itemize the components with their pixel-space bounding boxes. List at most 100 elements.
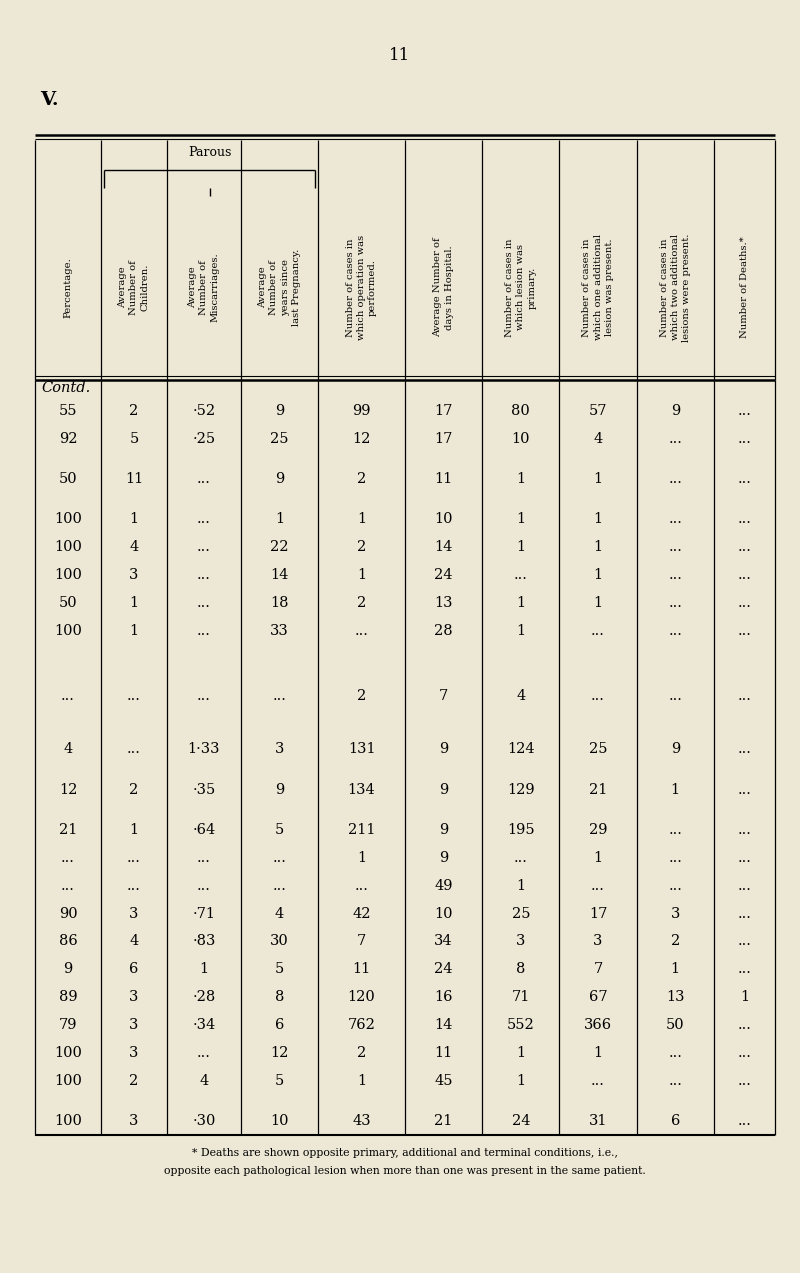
Text: 100: 100: [54, 1046, 82, 1060]
Text: Number of cases in
which two additional
lesions were present.: Number of cases in which two additional …: [660, 233, 691, 341]
Text: 55: 55: [58, 404, 78, 418]
Text: ·71: ·71: [193, 906, 215, 920]
Text: 2: 2: [130, 404, 138, 418]
Text: 4: 4: [275, 906, 284, 920]
Text: ...: ...: [668, 624, 682, 638]
Text: ...: ...: [738, 906, 751, 920]
Text: 1: 1: [516, 512, 526, 526]
Text: 1: 1: [594, 568, 602, 582]
Text: 3: 3: [670, 906, 680, 920]
Text: ...: ...: [738, 540, 751, 554]
Text: 2: 2: [130, 783, 138, 797]
Text: 31: 31: [589, 1114, 607, 1128]
Text: 71: 71: [512, 990, 530, 1004]
Text: Number of cases in
which one additional
lesion was present.: Number of cases in which one additional …: [582, 234, 614, 340]
Text: 124: 124: [507, 742, 534, 756]
Text: ...: ...: [197, 850, 211, 864]
Text: 5: 5: [130, 432, 138, 446]
Text: ...: ...: [197, 596, 211, 610]
Text: 100: 100: [54, 540, 82, 554]
Text: 1: 1: [516, 624, 526, 638]
Text: 24: 24: [434, 568, 453, 582]
Text: 9: 9: [670, 742, 680, 756]
Text: ...: ...: [738, 568, 751, 582]
Text: ...: ...: [668, 1046, 682, 1060]
Text: Number of cases in
which lesion was
primary.: Number of cases in which lesion was prim…: [506, 238, 537, 337]
Text: 100: 100: [54, 1073, 82, 1087]
Text: ·34: ·34: [192, 1018, 215, 1032]
Text: 1: 1: [594, 540, 602, 554]
Text: 1: 1: [594, 472, 602, 486]
Text: Average
Number of
Children.: Average Number of Children.: [118, 260, 150, 314]
Text: 129: 129: [507, 783, 534, 797]
Text: 11: 11: [125, 472, 143, 486]
Text: ...: ...: [738, 596, 751, 610]
Text: ·64: ·64: [192, 822, 215, 836]
Text: 33: 33: [270, 624, 289, 638]
Text: 24: 24: [434, 962, 453, 976]
Text: ...: ...: [668, 512, 682, 526]
Text: ...: ...: [668, 1073, 682, 1087]
Text: 1: 1: [670, 783, 680, 797]
Text: ...: ...: [668, 568, 682, 582]
Text: 7: 7: [439, 689, 448, 703]
Text: 25: 25: [589, 742, 607, 756]
Text: ...: ...: [738, 850, 751, 864]
Text: 1: 1: [130, 512, 138, 526]
Text: 4: 4: [63, 742, 73, 756]
Text: 366: 366: [584, 1018, 612, 1032]
Text: ·35: ·35: [192, 783, 215, 797]
Text: 195: 195: [507, 822, 534, 836]
Text: 99: 99: [352, 404, 371, 418]
Text: 57: 57: [589, 404, 607, 418]
Text: ...: ...: [668, 822, 682, 836]
Text: 2: 2: [357, 689, 366, 703]
Text: 79: 79: [58, 1018, 78, 1032]
Text: ·52: ·52: [192, 404, 215, 418]
Text: ...: ...: [591, 1073, 605, 1087]
Text: Average
Number of
years since
last Pregnancy.: Average Number of years since last Pregn…: [258, 250, 301, 326]
Text: ·83: ·83: [192, 934, 216, 948]
Text: 120: 120: [348, 990, 375, 1004]
Text: ...: ...: [668, 878, 682, 892]
Text: 67: 67: [589, 990, 607, 1004]
Text: ...: ...: [197, 472, 211, 486]
Text: 29: 29: [589, 822, 607, 836]
Text: 5: 5: [275, 822, 284, 836]
Text: ...: ...: [127, 850, 141, 864]
Text: 17: 17: [589, 906, 607, 920]
Text: 4: 4: [516, 689, 526, 703]
Text: 12: 12: [58, 783, 77, 797]
Text: 1: 1: [594, 850, 602, 864]
Text: ...: ...: [273, 689, 286, 703]
Text: ...: ...: [127, 878, 141, 892]
Text: 17: 17: [434, 404, 453, 418]
Text: ...: ...: [127, 742, 141, 756]
Text: 1: 1: [740, 990, 749, 1004]
Text: 9: 9: [63, 962, 73, 976]
Text: 9: 9: [670, 404, 680, 418]
Text: Contd.: Contd.: [41, 382, 90, 396]
Text: 1: 1: [516, 472, 526, 486]
Text: 1: 1: [516, 878, 526, 892]
Text: ...: ...: [738, 689, 751, 703]
Text: 100: 100: [54, 568, 82, 582]
Text: ...: ...: [668, 689, 682, 703]
Text: 2: 2: [357, 540, 366, 554]
Text: 3: 3: [130, 568, 138, 582]
Text: 1: 1: [357, 568, 366, 582]
Text: 1: 1: [199, 962, 209, 976]
Text: 1: 1: [516, 596, 526, 610]
Text: 14: 14: [270, 568, 289, 582]
Text: 1: 1: [275, 512, 284, 526]
Text: 12: 12: [352, 432, 370, 446]
Text: 1: 1: [516, 1046, 526, 1060]
Text: 86: 86: [58, 934, 78, 948]
Text: 80: 80: [511, 404, 530, 418]
Text: 34: 34: [434, 934, 453, 948]
Text: ·28: ·28: [192, 990, 215, 1004]
Text: 30: 30: [270, 934, 289, 948]
Text: 1·33: 1·33: [188, 742, 220, 756]
Text: 10: 10: [270, 1114, 289, 1128]
Text: 2: 2: [357, 596, 366, 610]
